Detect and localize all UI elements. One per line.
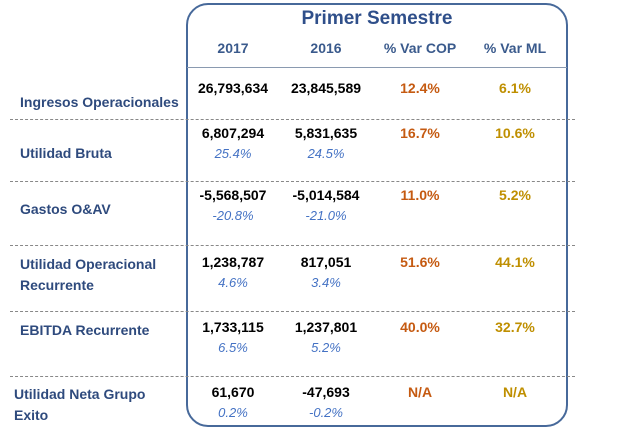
row-label-line2: Exito [14,407,49,423]
row-label-line2: Recurrente [20,277,94,293]
margin-2016: -21.0% [305,208,347,223]
var-cop: N/A [407,384,433,400]
value-2017: -5,568,507 [199,187,267,203]
row-label: EBITDA Recurrente [20,322,150,338]
margin-2017: 25.4% [214,146,252,161]
value-2016: -47,693 [302,384,350,400]
row-divider [10,181,575,182]
var-ml: 44.1% [495,254,535,270]
col-header-var-ml: % Var ML [483,40,547,56]
row-label: Ingresos Operacionales [20,94,179,110]
var-ml: 10.6% [495,125,535,141]
margin-2016: 24.5% [307,146,345,161]
var-cop: 51.6% [400,254,440,270]
row-label: Gastos O&AV [20,201,111,217]
row-label: Utilidad Neta Grupo [14,386,146,402]
value-2016: 5,831,635 [294,125,358,141]
margin-2016: 5.2% [311,340,341,355]
var-cop: 16.7% [400,125,440,141]
var-cop: 40.0% [400,319,440,335]
row-label: Utilidad Operacional [20,256,157,272]
margin-2016: 3.4% [311,275,341,290]
col-header-2017: 2017 [217,40,249,56]
value-2016: -5,014,584 [292,187,360,203]
value-2016: 1,237,801 [294,319,358,335]
value-2017: 1,733,115 [202,319,264,335]
row-label: Utilidad Bruta [20,145,112,161]
var-cop: 11.0% [400,187,440,203]
row-divider [10,311,575,312]
table-title: Primer Semestre [301,8,453,29]
row-divider [10,119,575,120]
margin-2017: 6.5% [218,340,248,355]
margin-2017: 4.6% [218,275,248,290]
col-header-var-cop: % Var COP [383,40,457,56]
var-ml: N/A [502,384,528,400]
value-2017: 6,807,294 [201,125,265,141]
value-2017: 1,238,787 [201,254,265,270]
var-ml: 32.7% [495,319,535,335]
margin-2016: -0.2% [309,405,343,420]
margin-2017: -20.8% [212,208,254,223]
value-2016: 23,845,589 [290,80,362,96]
header-divider [187,67,567,68]
var-ml: 5.2% [499,187,531,203]
col-header-2016: 2016 [310,40,342,56]
value-2016: 817,051 [300,254,352,270]
row-divider [10,245,575,246]
var-ml: 6.1% [499,80,531,96]
margin-2017: 0.2% [218,405,248,420]
value-2017: 26,793,634 [197,80,269,96]
row-divider [10,376,575,377]
value-2017: 61,670 [211,384,255,400]
table-frame [186,3,568,427]
var-cop: 12.4% [400,80,440,96]
